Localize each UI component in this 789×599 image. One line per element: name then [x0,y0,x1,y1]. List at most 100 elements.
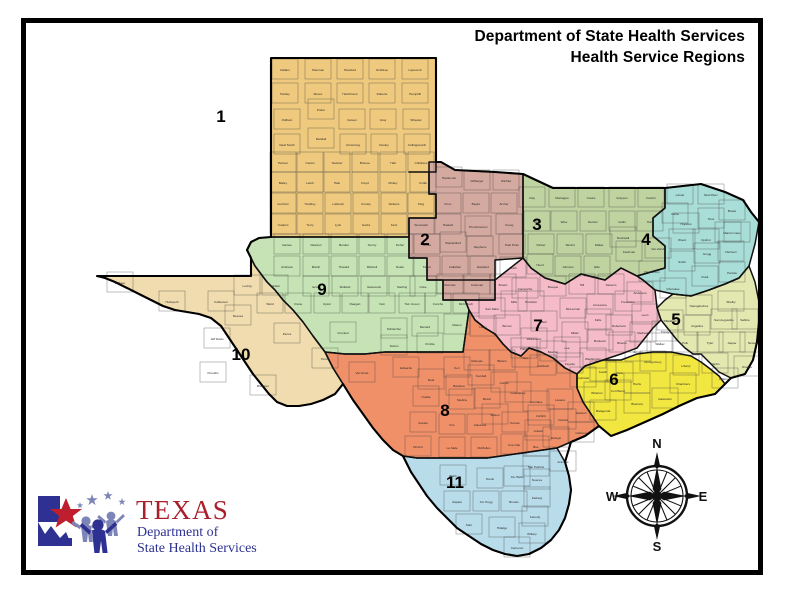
county-cell[interactable] [469,315,497,337]
county-cell[interactable] [302,233,330,255]
county-cell[interactable] [561,321,589,343]
county-cell[interactable] [462,192,490,214]
county-cell[interactable] [476,467,504,489]
county-cell[interactable] [518,522,546,544]
county-cell[interactable] [609,226,637,248]
county-cell[interactable] [523,468,551,490]
county-cell[interactable] [307,98,335,120]
county-cell[interactable] [368,82,396,104]
county-cell[interactable] [488,516,516,538]
county-cell[interactable] [417,368,445,390]
county-cell[interactable] [579,347,607,369]
county-cell[interactable] [559,297,587,319]
county-cell[interactable] [199,361,227,383]
county-cell[interactable] [692,228,720,250]
county-cell[interactable] [438,413,466,435]
county-cell[interactable] [273,233,301,255]
county-cell[interactable] [523,210,551,232]
county-cell[interactable] [711,367,739,389]
county-cell[interactable] [407,192,435,214]
county-cell[interactable] [324,192,352,214]
county-cell[interactable] [411,315,439,337]
county-cell[interactable] [511,346,539,368]
county-cell[interactable] [311,347,339,369]
county-cell[interactable] [710,308,738,330]
county-cell[interactable] [501,411,529,433]
county-cell[interactable] [499,256,527,278]
county-cell[interactable] [717,290,745,312]
county-cell[interactable] [224,304,252,326]
county-cell[interactable] [636,210,664,232]
county-cell[interactable] [522,390,550,412]
county-cell[interactable] [455,513,483,535]
county-cell[interactable] [434,213,462,235]
county-cell[interactable] [549,408,577,430]
county-cell[interactable] [273,322,301,344]
county-cell[interactable] [693,242,721,264]
county-cell[interactable] [249,374,277,396]
county-cell[interactable] [696,331,724,353]
county-cell[interactable] [638,260,666,282]
county-cell[interactable] [585,233,613,255]
county-cell[interactable] [370,133,398,155]
county-cell[interactable] [470,436,498,458]
county-cell[interactable] [583,381,611,403]
county-cell[interactable] [539,275,567,297]
county-cell[interactable] [404,435,432,457]
county-cell[interactable] [439,231,467,253]
county-cell[interactable] [436,273,464,295]
county-cell[interactable] [409,411,437,433]
county-cell[interactable] [304,82,332,104]
county-cell[interactable] [273,108,301,130]
county-cell[interactable] [158,290,186,312]
county-cell[interactable] [273,133,301,155]
texas-health-service-regions-map[interactable]: Dallam Sherman Hansford Ochiltree Lipscomb Ha… [25,22,759,571]
county-cell[interactable] [392,356,420,378]
county-cell[interactable] [717,240,745,262]
county-cell[interactable] [521,505,549,527]
county-cell[interactable] [629,321,657,343]
county-cell[interactable] [511,277,539,299]
county-cell[interactable] [500,290,528,312]
county-cell[interactable] [352,192,380,214]
county-cell[interactable] [739,331,759,353]
county-cell[interactable] [697,207,725,229]
county-cell[interactable] [492,169,520,191]
county-cell[interactable] [469,255,497,277]
county-cell[interactable] [443,490,471,512]
county-cell[interactable] [488,349,516,371]
county-cell[interactable] [672,212,700,234]
county-cell[interactable] [623,392,651,414]
county-cell[interactable] [504,381,532,403]
county-cell[interactable] [380,192,408,214]
county-cell[interactable] [296,192,324,214]
county-cell[interactable] [718,261,746,283]
county-cell[interactable] [589,360,617,382]
county-cell[interactable] [510,337,538,359]
county-cell[interactable] [341,292,369,314]
county-cell[interactable] [403,133,431,155]
county-cell[interactable] [360,275,388,297]
county-cell[interactable] [550,210,578,232]
county-cell[interactable] [631,303,659,325]
county-cell[interactable] [644,237,672,259]
county-cell[interactable] [329,321,357,343]
county-cell[interactable] [402,108,430,130]
county-cell[interactable] [416,332,444,354]
county-cell[interactable] [615,240,643,262]
county-cell[interactable] [500,490,528,512]
county-cell[interactable] [256,292,284,314]
county-cell[interactable] [733,355,759,377]
county-cell[interactable] [583,255,611,277]
county-cell[interactable] [448,388,476,410]
county-cell[interactable] [524,419,552,441]
county-cell[interactable] [604,379,632,401]
county-cell[interactable] [659,277,687,299]
texas-map-container[interactable]: Dallam Sherman Hansford Ochiltree Lipscomb Ha… [25,22,759,571]
county-cell[interactable] [338,108,366,130]
county-cell[interactable] [529,354,557,376]
county-cell[interactable] [369,108,397,130]
county-cell[interactable] [666,183,694,205]
county-cell[interactable] [567,421,595,443]
county-cell[interactable] [553,336,581,358]
